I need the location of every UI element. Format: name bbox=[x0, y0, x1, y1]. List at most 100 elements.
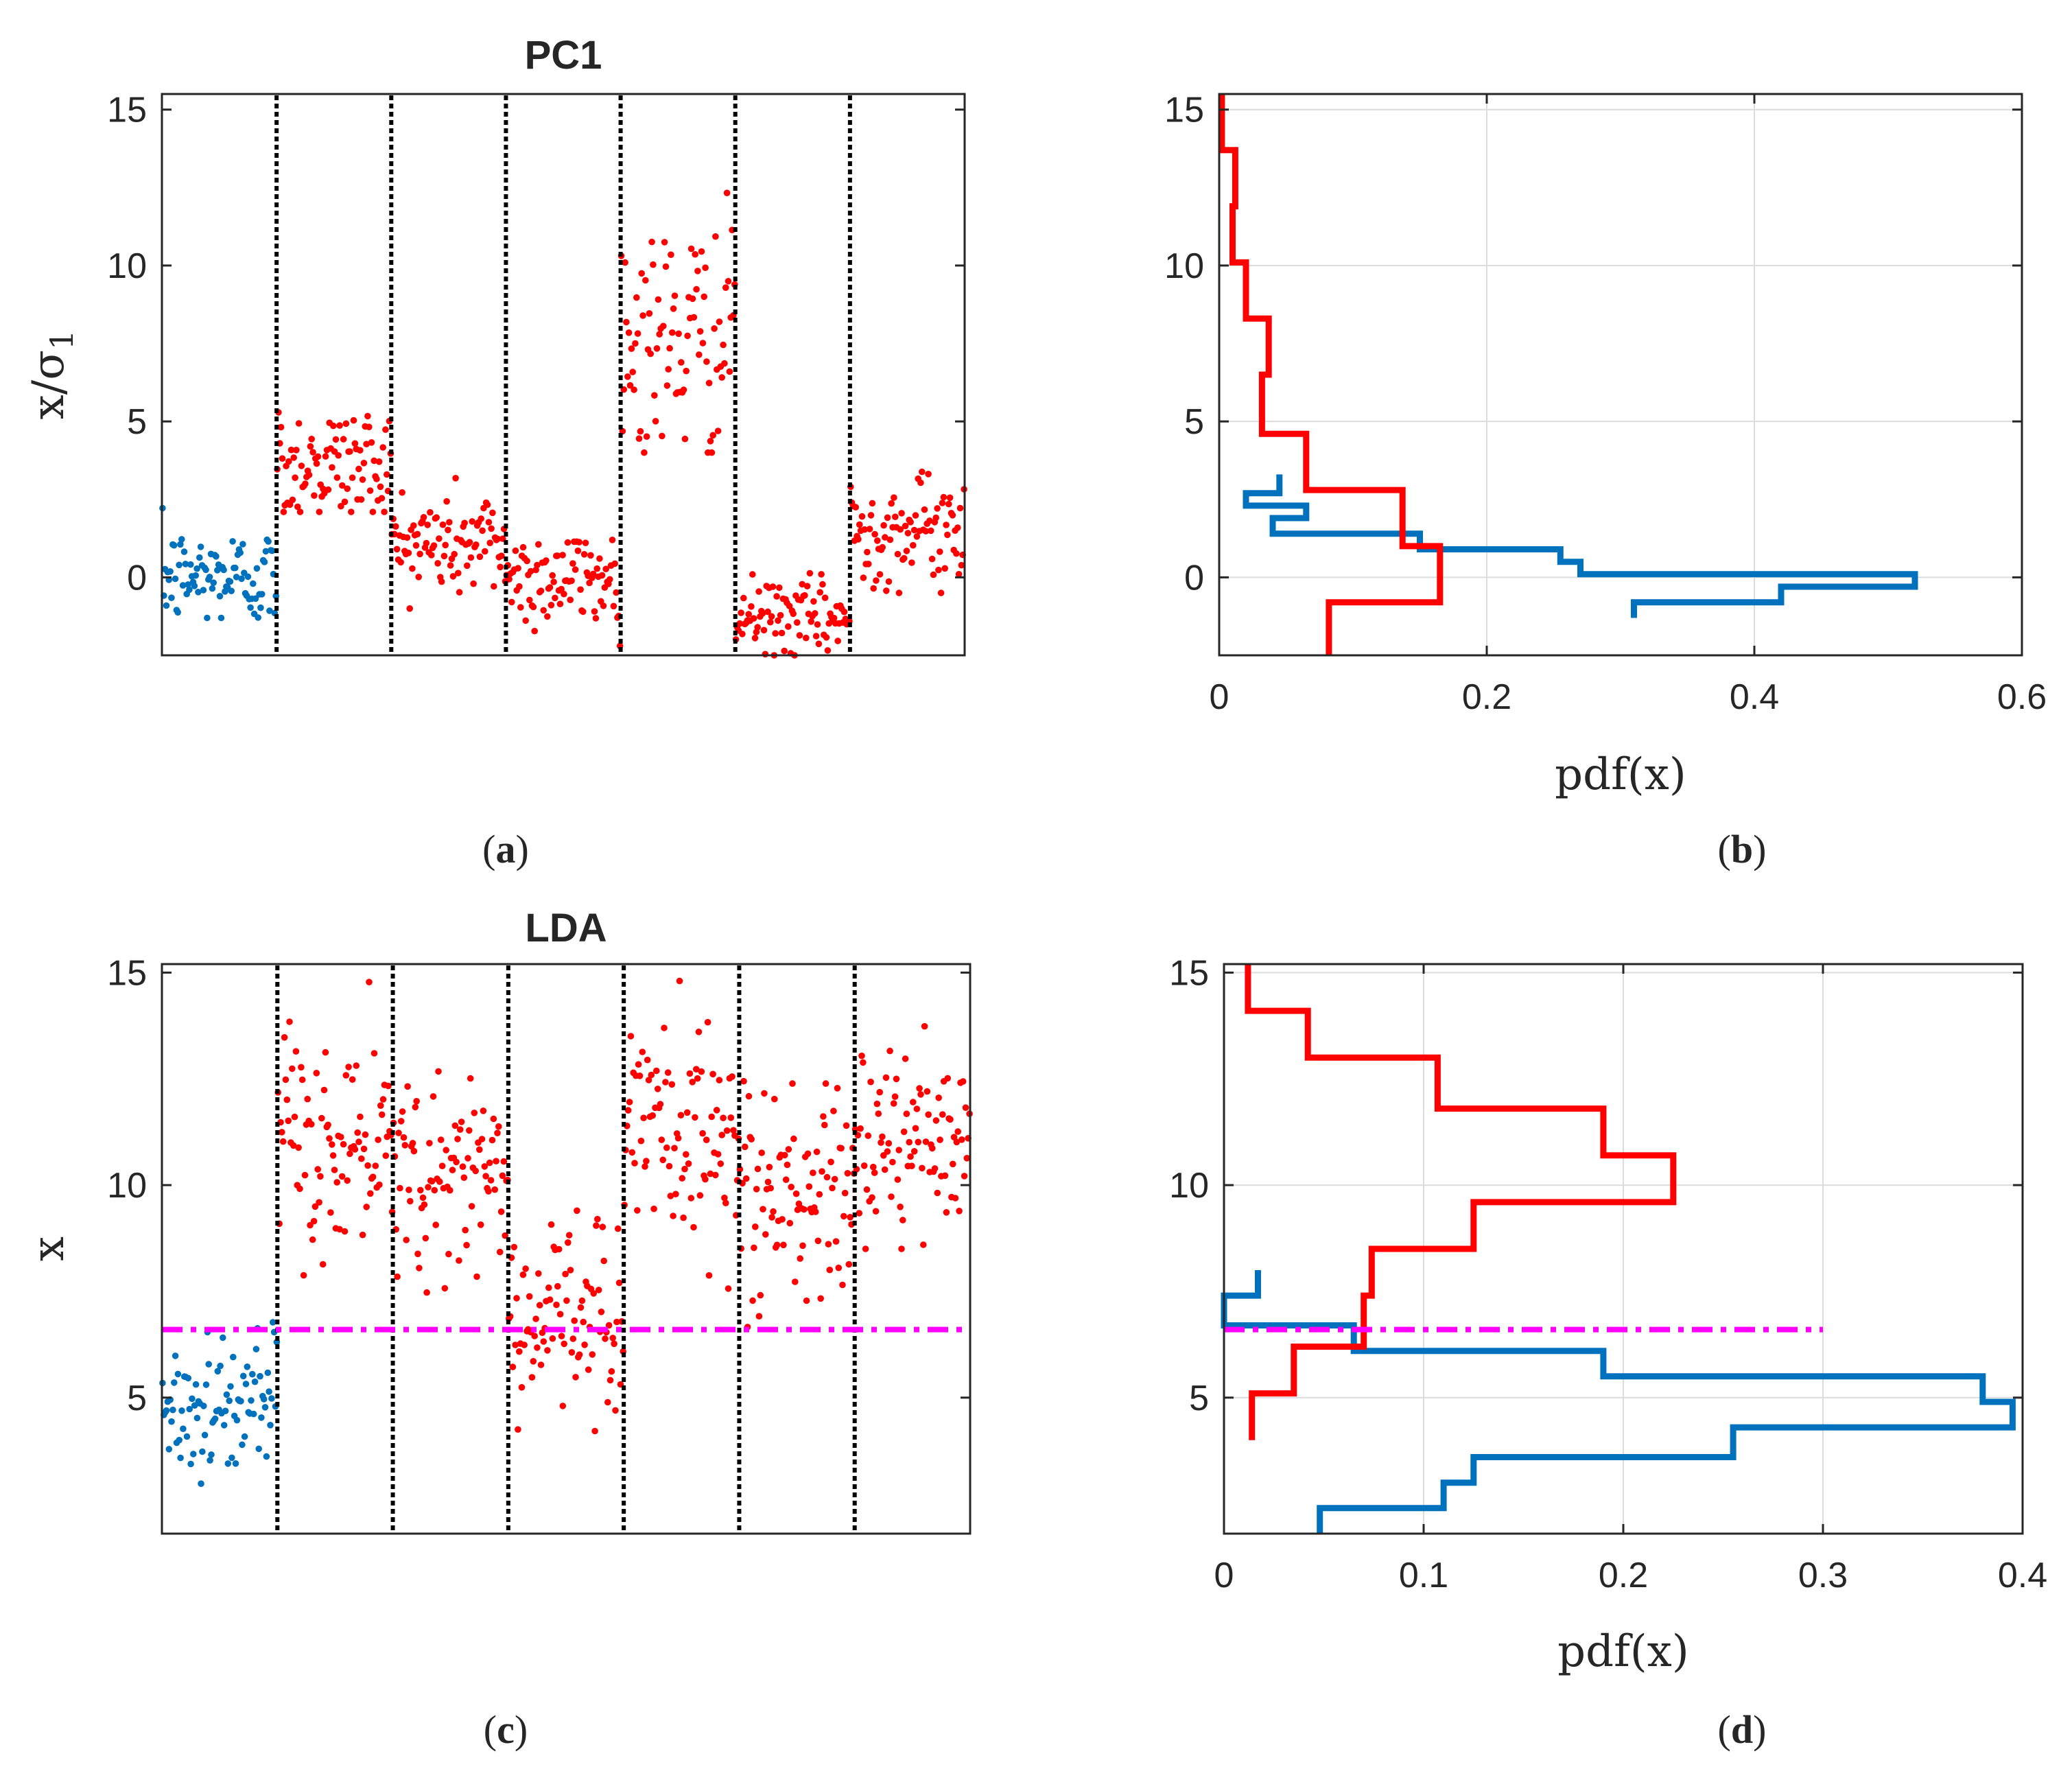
anomaly-point bbox=[958, 561, 965, 569]
anomaly-point bbox=[434, 560, 441, 567]
anomaly-point bbox=[360, 1145, 368, 1153]
anomaly-point bbox=[346, 1150, 353, 1158]
ytick-label: 5 bbox=[1189, 1379, 1209, 1418]
anomaly-point bbox=[624, 1107, 632, 1114]
anomaly-point bbox=[920, 1241, 927, 1248]
anomaly-point bbox=[944, 1075, 952, 1082]
anomaly-point bbox=[340, 1140, 347, 1148]
anomaly-point bbox=[725, 1285, 732, 1292]
anomaly-point bbox=[865, 561, 872, 567]
anomaly-point bbox=[325, 486, 332, 493]
anomaly-point bbox=[875, 1110, 882, 1117]
anomaly-point bbox=[903, 1110, 910, 1117]
anomaly-point bbox=[577, 1304, 585, 1311]
anomaly-point bbox=[558, 1333, 565, 1339]
anomaly-point bbox=[641, 1163, 648, 1170]
anomaly-point bbox=[668, 1081, 676, 1088]
anomaly-point bbox=[319, 1261, 327, 1268]
anomaly-point bbox=[572, 1374, 579, 1381]
normal-point bbox=[198, 1480, 204, 1487]
anomaly-point bbox=[349, 1076, 356, 1083]
anomaly-point bbox=[314, 453, 322, 460]
panel-label-c: (c) bbox=[484, 1707, 528, 1752]
anomaly-point bbox=[840, 1212, 847, 1220]
ytick-label: 15 bbox=[1164, 91, 1204, 130]
anomaly-point bbox=[548, 602, 555, 609]
anomaly-point bbox=[908, 559, 915, 566]
anomaly-point bbox=[705, 1272, 713, 1279]
anomaly-point bbox=[801, 591, 808, 599]
anomaly-point bbox=[419, 1194, 427, 1202]
anomaly-point bbox=[443, 497, 450, 505]
normal-point bbox=[211, 1415, 219, 1422]
anomaly-point bbox=[549, 1335, 556, 1342]
anomaly-point bbox=[755, 588, 762, 595]
normal-point bbox=[169, 1406, 176, 1414]
anomaly-point bbox=[574, 547, 582, 554]
anomaly-point bbox=[317, 1173, 324, 1180]
normal-point bbox=[180, 548, 188, 555]
anomaly-point bbox=[893, 1075, 900, 1083]
anomaly-point bbox=[437, 1136, 445, 1143]
yticks-a: 0 5 10 15 bbox=[107, 91, 965, 598]
anomaly-point bbox=[535, 1270, 542, 1277]
anomaly-point bbox=[762, 651, 769, 658]
anomaly-point bbox=[641, 449, 648, 456]
anomaly-point bbox=[563, 1297, 570, 1304]
anomaly-point bbox=[637, 1137, 645, 1145]
anomaly-point bbox=[808, 618, 814, 625]
anomaly-point bbox=[884, 1148, 891, 1155]
normal-point bbox=[233, 574, 240, 581]
anomaly-point bbox=[445, 1250, 452, 1258]
anomaly-point bbox=[628, 1149, 636, 1156]
anomaly-point bbox=[906, 1138, 913, 1146]
anomaly-point bbox=[540, 1338, 548, 1345]
anomaly-point bbox=[496, 1248, 504, 1256]
anomaly-point bbox=[363, 1204, 370, 1210]
normal-point bbox=[237, 549, 244, 557]
anomaly-point bbox=[410, 522, 417, 529]
anomaly-point bbox=[302, 480, 309, 487]
anomaly-point bbox=[907, 519, 914, 526]
yticks-d: 5 10 15 bbox=[1169, 953, 2023, 1418]
anomaly-point bbox=[777, 611, 784, 619]
anomaly-point bbox=[677, 1112, 685, 1118]
anomaly-point bbox=[493, 1158, 499, 1164]
normal-point bbox=[226, 1397, 233, 1405]
anomaly-point bbox=[883, 587, 890, 594]
anomaly-point bbox=[946, 494, 954, 502]
anomaly-point bbox=[366, 423, 373, 430]
anomaly-point bbox=[397, 559, 404, 566]
anomaly-point bbox=[930, 571, 937, 578]
anomaly-point bbox=[670, 1212, 676, 1219]
anomaly-point bbox=[762, 1231, 769, 1238]
anomaly-point bbox=[422, 1234, 429, 1242]
anomaly-point bbox=[378, 1111, 386, 1118]
anomaly-point bbox=[311, 1203, 319, 1210]
anomaly-point bbox=[879, 1133, 886, 1140]
anomaly-point bbox=[958, 1136, 965, 1143]
anomaly-point bbox=[350, 417, 357, 424]
anomaly-point bbox=[712, 1171, 719, 1179]
normal-point bbox=[187, 561, 194, 568]
anomaly-point bbox=[867, 1078, 874, 1086]
chart-title-a: PC1 bbox=[525, 33, 602, 78]
anomaly-point bbox=[372, 1162, 379, 1169]
anomaly-point bbox=[894, 1176, 902, 1183]
anomaly-point bbox=[886, 536, 894, 543]
anomaly-point bbox=[508, 598, 515, 606]
normal-point bbox=[193, 565, 200, 572]
anomaly-point bbox=[695, 1029, 703, 1035]
normal-point bbox=[178, 536, 185, 543]
anomaly-point bbox=[537, 587, 545, 594]
plot-d-marks bbox=[1221, 964, 2016, 1534]
anomaly-point bbox=[517, 604, 524, 611]
anomaly-point bbox=[928, 555, 936, 563]
anomaly-point bbox=[707, 1170, 714, 1178]
anomaly-point bbox=[399, 489, 405, 496]
anomaly-point bbox=[856, 1210, 863, 1217]
anomaly-point bbox=[559, 1403, 567, 1409]
anomaly-point bbox=[470, 580, 477, 587]
anomaly-point bbox=[433, 514, 440, 521]
chart-title-c: LDA bbox=[525, 906, 607, 950]
